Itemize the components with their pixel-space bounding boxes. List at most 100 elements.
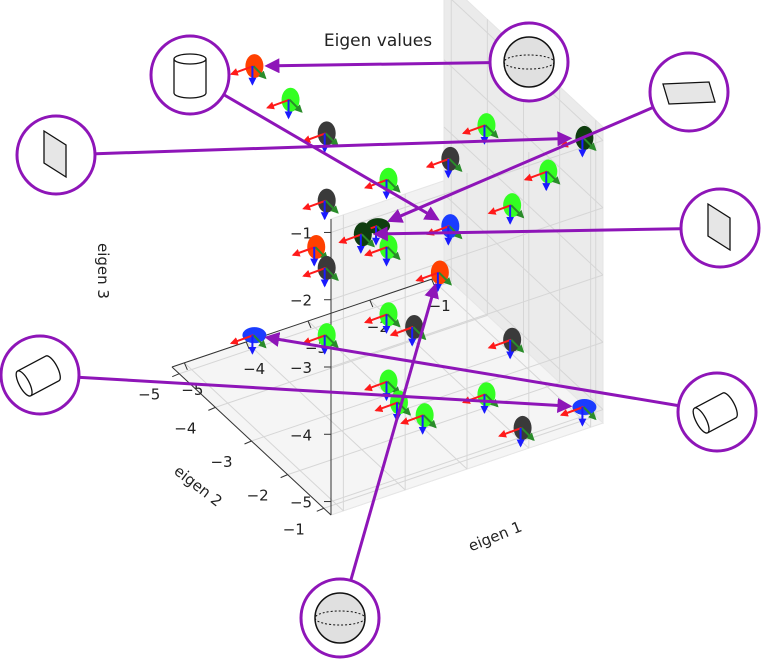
data-point xyxy=(523,159,561,192)
callout xyxy=(264,21,570,103)
eigen1-arrow xyxy=(266,98,290,110)
y-tick-mark xyxy=(280,474,288,479)
cylinder-group xyxy=(692,392,738,434)
y-tick-label: −2 xyxy=(247,487,269,505)
eigen1-arrow xyxy=(302,334,327,345)
z-tick-label: −5 xyxy=(290,494,312,512)
shape-callouts xyxy=(0,21,761,659)
callout xyxy=(15,114,573,196)
data-point xyxy=(559,399,597,427)
eigen1-arrow xyxy=(229,334,254,345)
cylinder-lying-icon xyxy=(692,392,738,434)
eigen2-arrow xyxy=(386,246,401,261)
eigen2-arrow xyxy=(510,204,525,219)
eigen2-arrow xyxy=(288,99,303,113)
sphere-icon xyxy=(503,36,555,88)
eigen1-arrow xyxy=(302,132,327,143)
y-tick-mark xyxy=(172,373,180,378)
data-point xyxy=(302,255,339,288)
eigen1-arrow xyxy=(498,426,522,438)
data-point xyxy=(487,193,525,225)
eigen1-arrow xyxy=(363,246,388,257)
eigen2-arrow xyxy=(484,124,499,139)
tick-labels: −5−5−5−4−4 −4−3−3−3−2−2−2 −1−1−1 xyxy=(138,224,451,538)
grid-line xyxy=(330,207,604,301)
eigen2-arrow xyxy=(546,170,561,185)
y-tick-mark xyxy=(316,507,324,512)
sphere-equator xyxy=(503,54,555,70)
eigen2-arrow xyxy=(386,179,401,193)
eigen2-arrow xyxy=(582,137,597,152)
eigen1-arrow xyxy=(229,65,254,76)
data-point xyxy=(400,403,437,435)
callout-arrow xyxy=(79,375,573,413)
eigen1-arrow xyxy=(363,313,388,324)
y-tick-mark xyxy=(244,440,252,445)
data-point xyxy=(266,87,303,120)
eigen2-arrow xyxy=(510,339,525,353)
eigen2-arrow xyxy=(422,414,437,429)
data-point xyxy=(389,315,427,347)
eigen2-arrow xyxy=(438,271,452,286)
y-tick-label: −5 xyxy=(138,386,160,404)
eigen1-arrow xyxy=(461,124,486,135)
x-tick-mark xyxy=(183,362,188,371)
eigen2-arrow xyxy=(386,313,401,328)
eigen2-arrow xyxy=(412,326,427,341)
callout xyxy=(372,187,761,269)
plate-shape xyxy=(662,81,716,105)
callout xyxy=(149,34,440,221)
cylinder-body xyxy=(173,59,207,99)
y-tick-label: −1 xyxy=(283,520,305,538)
data-point xyxy=(363,302,401,334)
y-tick-label: −4 xyxy=(174,419,196,437)
eigen1-arrow xyxy=(425,157,450,169)
chart-title: Eigen values xyxy=(324,31,432,51)
callout xyxy=(387,51,730,223)
cylinder-end xyxy=(15,370,33,397)
callout xyxy=(0,334,573,416)
flat-plate-horizontal-icon xyxy=(662,81,716,105)
grid-line xyxy=(443,59,604,209)
eigen1-arrow xyxy=(487,204,512,215)
callout-arrow xyxy=(387,106,653,223)
data-point xyxy=(487,327,525,360)
x-tick-mark xyxy=(307,320,312,329)
plate-shape xyxy=(707,202,731,252)
eigen2-arrow xyxy=(448,158,463,172)
sphere-body xyxy=(503,36,555,88)
eigen2-arrow xyxy=(520,427,535,442)
eigen1-arrow xyxy=(487,338,512,350)
callout-arrow xyxy=(223,93,440,221)
data-points xyxy=(229,54,597,448)
callout xyxy=(264,332,758,453)
cylinder-end xyxy=(692,407,710,434)
z-axis-label: eigen 3 xyxy=(94,243,112,299)
grid-lines xyxy=(171,0,604,516)
cylinder-group xyxy=(15,355,61,397)
eigen1-arrow xyxy=(415,271,440,283)
callout-arrow xyxy=(349,283,439,580)
callout-arrow xyxy=(372,226,681,242)
eigen2-arrow xyxy=(252,65,267,80)
eigen1-arrow xyxy=(338,233,363,244)
data-point xyxy=(302,188,339,221)
data-point xyxy=(302,323,339,355)
data-point xyxy=(338,222,375,254)
eigen2-arrow xyxy=(361,233,375,248)
cylinder-top xyxy=(173,53,207,65)
data-point xyxy=(229,327,267,355)
thin-plate-vertical-icon xyxy=(43,129,67,179)
eigen2-arrow xyxy=(324,132,339,147)
x-tick-label: −1 xyxy=(429,297,451,315)
plate-shape xyxy=(43,129,67,179)
eigen2-arrow xyxy=(324,267,339,282)
y-tick-mark xyxy=(208,406,216,411)
eigen1-arrow xyxy=(291,246,316,257)
callout-arrow xyxy=(264,332,678,407)
z-tick-label: −2 xyxy=(290,292,312,310)
eigen1-arrow xyxy=(302,199,327,211)
z-tick-label: −4 xyxy=(290,426,312,444)
eigen2-arrow xyxy=(324,334,339,349)
